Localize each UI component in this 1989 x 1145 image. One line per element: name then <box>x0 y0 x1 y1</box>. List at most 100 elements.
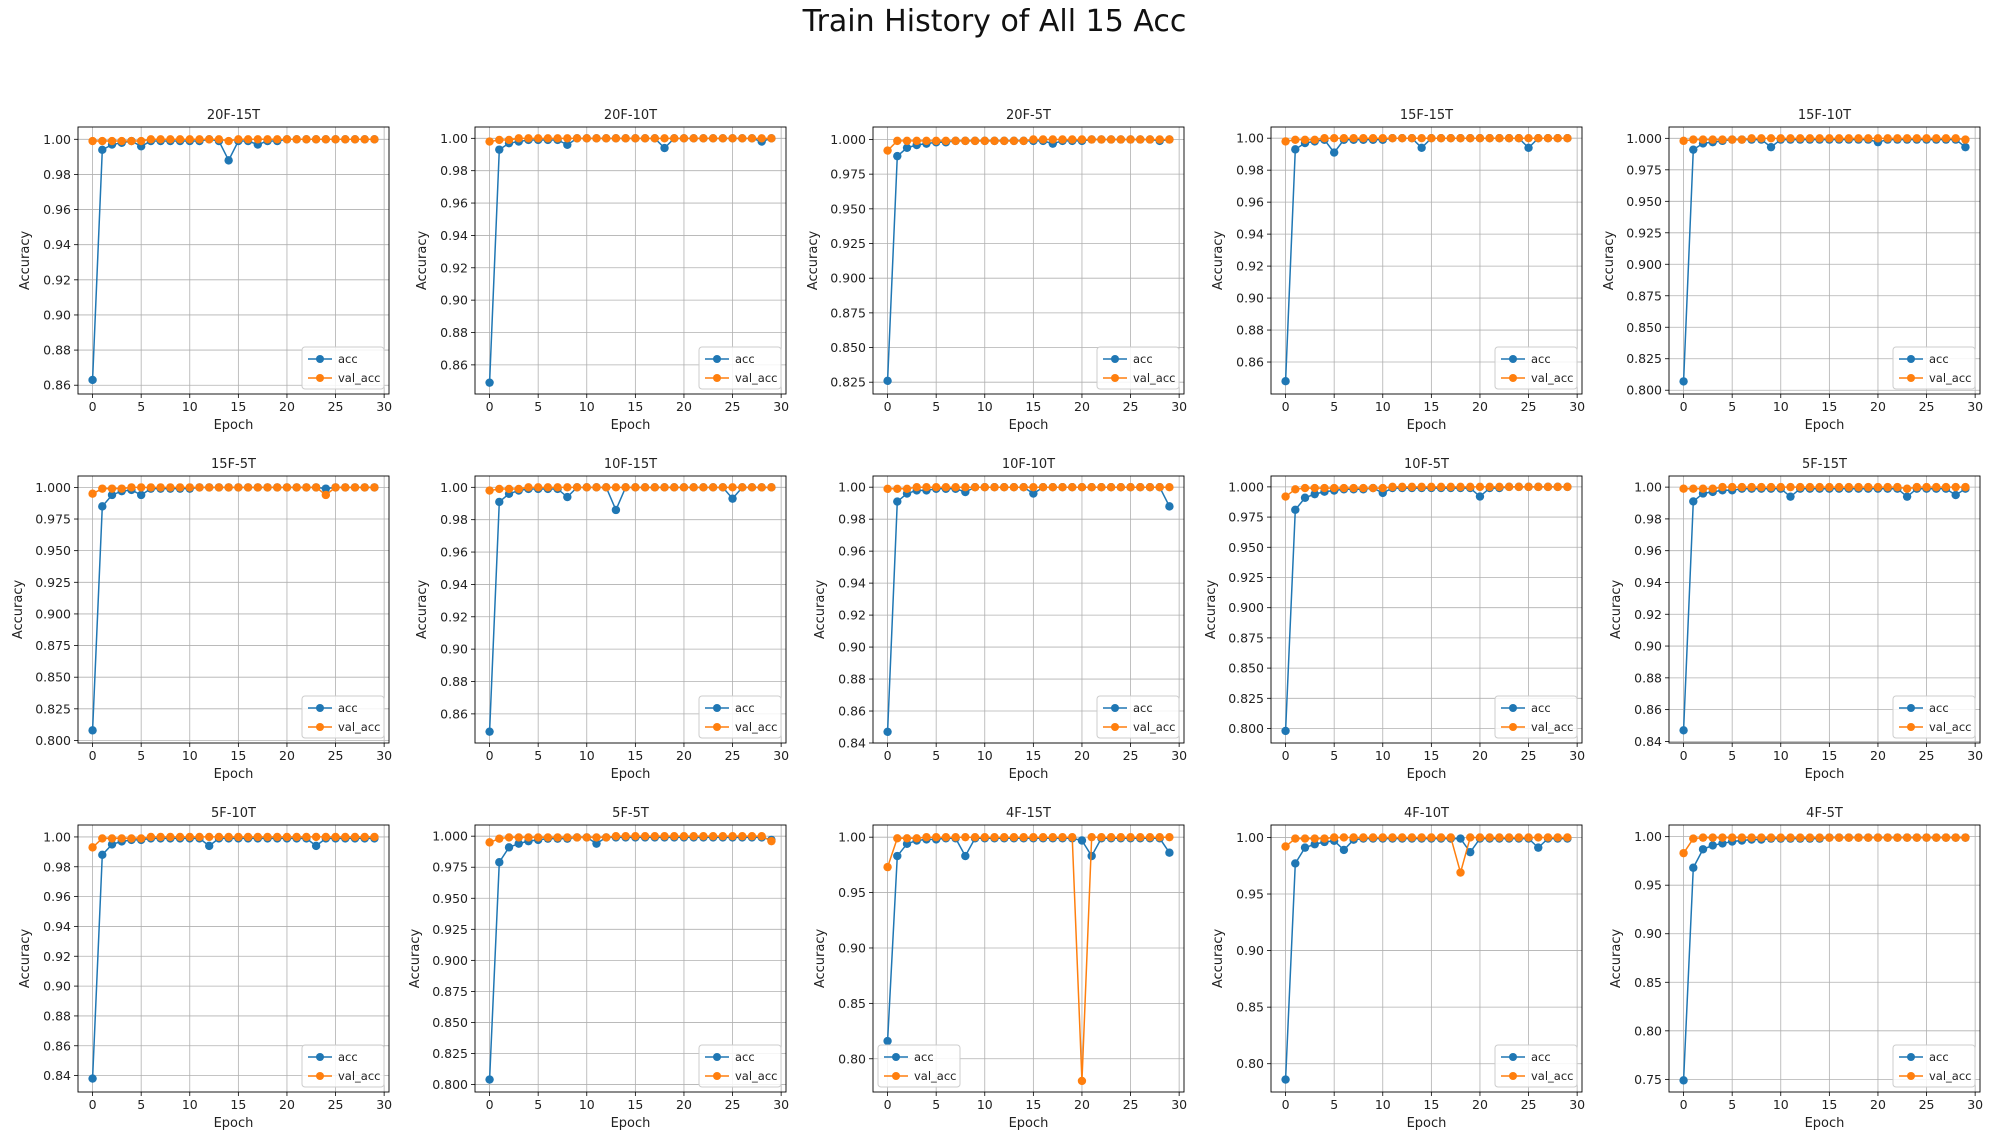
data-point-val_acc <box>1534 133 1543 143</box>
data-point-acc <box>495 497 504 507</box>
x-tick-label: 10 <box>1773 748 1789 763</box>
data-point-val_acc <box>1339 483 1349 493</box>
data-point-val_acc <box>602 833 611 842</box>
data-point-val_acc <box>1883 833 1892 842</box>
data-point-val_acc <box>931 136 941 146</box>
data-point-val_acc <box>1961 833 1970 842</box>
legend-label-val_acc: val_acc <box>1531 1069 1574 1083</box>
data-point-val_acc <box>98 484 107 493</box>
data-point-val_acc <box>214 483 224 492</box>
y-tick-label: 0.925 <box>1228 570 1264 585</box>
legend-marker-acc <box>892 1053 900 1061</box>
legend-marker-val_acc <box>713 1072 721 1080</box>
data-point-val_acc <box>1291 135 1300 144</box>
data-point-val_acc <box>107 484 117 493</box>
data-point-val_acc <box>224 832 233 842</box>
plot-frame <box>1668 126 1981 395</box>
data-point-val_acc <box>1951 833 1960 842</box>
data-point-val_acc <box>1359 833 1368 842</box>
y-tick-label: 0.98 <box>1634 511 1662 526</box>
x-tick-label: 5 <box>932 1097 940 1112</box>
plot-frame <box>474 824 787 1093</box>
data-point-val_acc <box>951 482 960 492</box>
y-tick-label: 0.98 <box>43 859 71 874</box>
data-point-acc <box>1534 843 1543 852</box>
data-point-val_acc <box>670 483 679 492</box>
data-point-val_acc <box>1000 832 1009 842</box>
data-point-val_acc <box>1339 833 1349 842</box>
y-tick-label: 1.000 <box>1228 479 1264 494</box>
legend-marker-val_acc <box>713 374 721 382</box>
data-point-val_acc <box>514 833 523 842</box>
data-point-val_acc <box>699 483 708 492</box>
legend-label-acc: acc <box>1531 701 1551 715</box>
data-point-val_acc <box>1951 134 1960 143</box>
data-point-acc <box>883 727 892 737</box>
data-point-val_acc <box>1417 133 1426 143</box>
x-tick-label: 15 <box>1025 748 1041 763</box>
data-point-val_acc <box>1349 833 1358 842</box>
data-point-val_acc <box>1766 134 1776 143</box>
data-point-val_acc <box>1106 135 1116 144</box>
x-tick-label: 10 <box>977 399 993 414</box>
y-tick-label: 0.975 <box>432 860 468 875</box>
y-tick-label: 0.85 <box>1236 1000 1264 1015</box>
data-point-val_acc <box>341 135 350 144</box>
data-point-val_acc <box>1281 492 1290 501</box>
legend-marker-acc <box>316 1053 324 1061</box>
subplot-title: 20F-15T <box>207 108 260 123</box>
legend: acc val_acc <box>1892 695 1976 739</box>
legend-label-acc: acc <box>735 1050 755 1064</box>
data-point-val_acc <box>1126 832 1135 842</box>
data-point-val_acc <box>1922 833 1931 842</box>
data-point-acc <box>1339 845 1349 855</box>
data-point-val_acc <box>1097 135 1106 144</box>
data-point-acc <box>1961 142 1970 152</box>
data-point-val_acc <box>1116 482 1126 492</box>
data-point-val_acc <box>1834 134 1844 143</box>
data-point-val_acc <box>1456 133 1465 143</box>
data-point-val_acc <box>1504 133 1514 143</box>
data-point-val_acc <box>146 483 156 492</box>
subplot-title: 15F-15T <box>1400 108 1453 123</box>
y-tick-label: 0.92 <box>1634 607 1662 622</box>
data-point-val_acc <box>1757 134 1766 143</box>
y-tick-label: 0.80 <box>1634 1023 1662 1038</box>
data-point-val_acc <box>1534 482 1543 492</box>
series-line-acc <box>1284 137 1568 382</box>
legend-label-val_acc: val_acc <box>338 720 381 734</box>
data-point-acc <box>893 497 902 506</box>
data-point-val_acc <box>146 135 156 144</box>
data-point-val_acc <box>1281 137 1290 146</box>
data-point-acc <box>514 839 523 848</box>
legend: acc val_acc <box>698 695 782 739</box>
x-axis-label: Epoch <box>1407 418 1447 433</box>
data-point-val_acc <box>360 135 369 144</box>
legend-label-val_acc: val_acc <box>914 1069 957 1083</box>
x-tick-label: 20 <box>1074 1097 1090 1112</box>
data-point-val_acc <box>234 135 243 144</box>
data-point-val_acc <box>1698 833 1708 842</box>
y-tick-label: 0.90 <box>440 293 468 308</box>
x-axis-label: Epoch <box>611 418 651 433</box>
data-point-val_acc <box>640 483 650 492</box>
y-axis-label: Accuracy <box>415 580 430 640</box>
legend-label-acc: acc <box>338 352 358 366</box>
y-tick-label: 0.90 <box>1634 639 1662 654</box>
data-point-val_acc <box>631 134 640 143</box>
subplot-5F-5T: 0 5 10 15 20 25 30 0.800 0.825 0.850 0.875 0.900 0.9… <box>408 806 789 1131</box>
data-point-val_acc <box>1388 133 1397 143</box>
legend-marker-acc <box>1907 355 1915 363</box>
x-tick-label: 20 <box>279 1097 295 1112</box>
subplot-title: 4F-10T <box>1404 806 1449 821</box>
data-point-val_acc <box>1281 842 1290 851</box>
series-line-acc <box>1682 836 1966 1081</box>
data-point-val_acc <box>1029 135 1038 144</box>
data-point-val_acc <box>1873 134 1883 143</box>
series-line-acc <box>1682 487 1966 731</box>
data-point-val_acc <box>1068 482 1077 492</box>
x-tick-label: 10 <box>579 399 595 414</box>
data-point-val_acc <box>670 134 679 143</box>
data-point-val_acc <box>302 483 311 492</box>
y-tick-label: 0.88 <box>838 672 866 687</box>
